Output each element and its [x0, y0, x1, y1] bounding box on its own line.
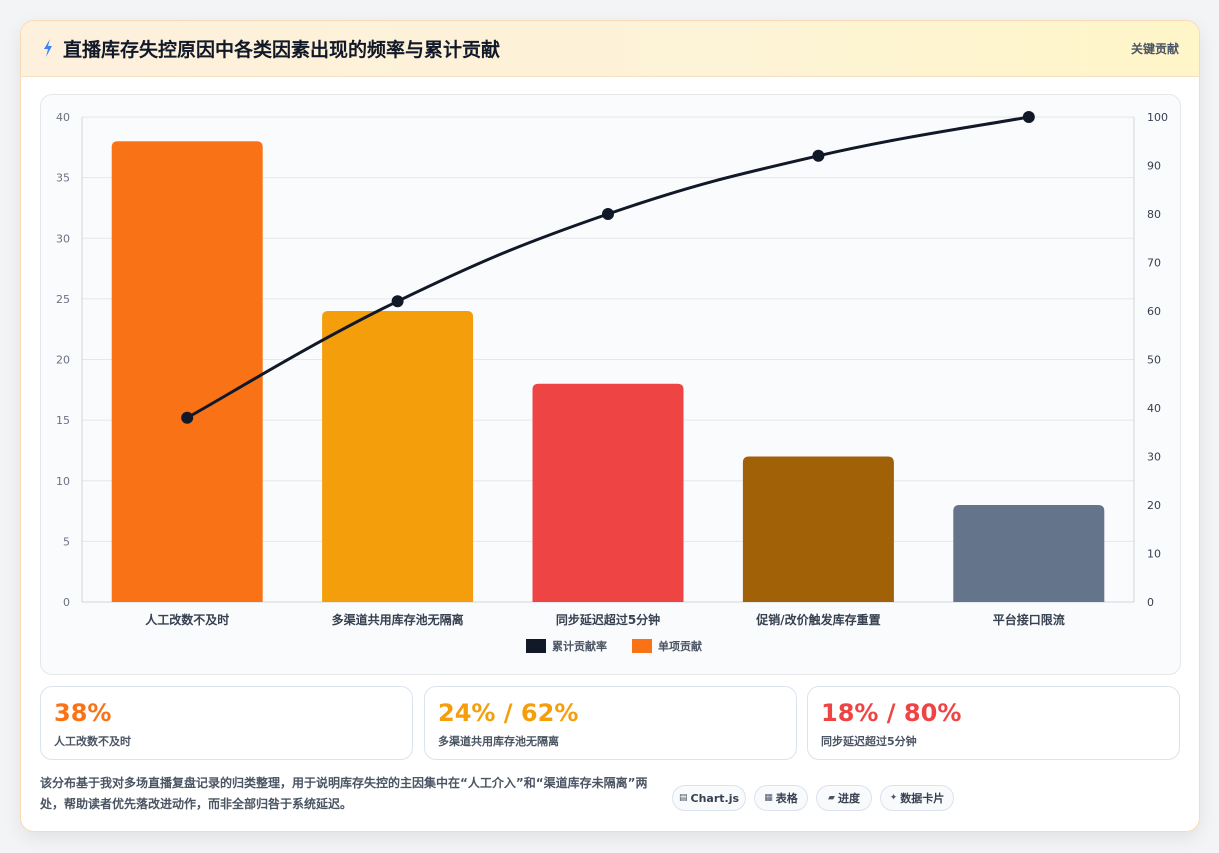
y-tick-label: 0 — [63, 596, 70, 609]
y-tick-label: 10 — [56, 475, 70, 488]
chip-chartjs[interactable]: ▤ Chart.js — [672, 785, 746, 811]
chip-label: Chart.js — [690, 791, 740, 805]
bar[interactable] — [111, 141, 263, 602]
x-category-label: 同步延迟超过5分钟 — [556, 612, 660, 627]
chart-icon: ▤ — [678, 793, 688, 803]
progress-icon: ▰ — [828, 793, 835, 803]
y-tick-label: 20 — [56, 354, 70, 367]
chip-label: 进度 — [837, 792, 860, 805]
x-category-label: 人工改数不及时 — [145, 612, 229, 627]
x-category-label: 平台接口限流 — [993, 612, 1065, 627]
card-header: 直播库存失控原因中各类因素出现的频率与累计贡献 关键贡献 — [21, 21, 1199, 77]
y2-tick-label: 10 — [1147, 548, 1161, 561]
cumulative-line — [186, 115, 1030, 420]
cumulative-point[interactable] — [812, 149, 825, 162]
y-tick-label: 40 — [56, 111, 70, 124]
y2-tick-label: 100 — [1147, 111, 1168, 124]
chart-title: 直播库存失控原因中各类因素出现的频率与累计贡献 — [63, 39, 501, 61]
cumulative-point[interactable] — [602, 208, 614, 220]
stat-label: 同步延迟超过5分钟 — [821, 735, 917, 748]
y-tick-label: 30 — [56, 232, 70, 245]
stat-card: 38% 人工改数不及时 — [40, 686, 413, 760]
table-icon: ▦ — [764, 793, 773, 803]
legend-swatch[interactable] — [526, 639, 546, 653]
stat-value: 24% / 62% — [438, 699, 579, 727]
cumulative-point[interactable] — [181, 411, 194, 424]
stat-value: 38% — [54, 699, 112, 727]
y-tick-label: 35 — [56, 172, 70, 185]
stat-label: 人工改数不及时 — [54, 735, 131, 748]
y-tick-label: 15 — [56, 414, 70, 427]
bar[interactable] — [532, 383, 684, 602]
chip-progress[interactable]: ▰ 进度 — [816, 785, 872, 811]
card-icon: ✦ — [889, 793, 898, 803]
chip-table[interactable]: ▦ 表格 — [754, 785, 808, 811]
legend-label: 单项贡献 — [658, 639, 702, 653]
y2-tick-label: 90 — [1147, 160, 1161, 173]
chip-data-card[interactable]: ✦ 数据卡片 — [880, 785, 954, 811]
legend-label: 累计贡献率 — [552, 639, 607, 653]
bar[interactable] — [953, 505, 1105, 602]
y-tick-label: 5 — [63, 535, 70, 548]
stat-card: 18% / 80% 同步延迟超过5分钟 — [807, 686, 1180, 760]
x-category-label: 多渠道共用库存池无隔离 — [332, 612, 464, 627]
pareto-chart: 0 5 10 15 20 25 30 35 40 0 10 20 30 40 50 60 70 80 90 100 人工… — [56, 111, 1168, 653]
chip-label: 数据卡片 — [900, 792, 945, 805]
y2-tick-label: 60 — [1147, 305, 1161, 318]
footnote: 该分布基于我对多场直播复盘记录的归类整理，用于说明库存失控的主因集中在“人工介入… — [40, 776, 648, 811]
y2-tick-label: 40 — [1147, 402, 1161, 415]
y2-tick-label: 70 — [1147, 257, 1161, 270]
stat-card: 24% / 62% 多渠道共用库存池无隔离 — [424, 686, 797, 760]
chart-panel: 0 5 10 15 20 25 30 35 40 0 10 20 30 40 50 60 70 80 90 100 人工… — [40, 94, 1181, 675]
y2-tick-label: 50 — [1147, 354, 1161, 367]
stat-value: 18% / 80% — [821, 699, 962, 727]
x-category-label: 促销/改价触发库存重置 — [755, 612, 880, 627]
chip-label: 表格 — [775, 792, 798, 805]
y-tick-label: 25 — [56, 293, 70, 306]
bar[interactable] — [322, 311, 474, 602]
cumulative-point[interactable] — [1022, 111, 1035, 123]
lightning-icon — [44, 39, 52, 57]
y2-tick-label: 20 — [1147, 499, 1161, 512]
header-tag[interactable]: 关键贡献 — [1130, 42, 1179, 56]
y2-tick-label: 80 — [1147, 208, 1161, 221]
y2-tick-label: 30 — [1147, 451, 1161, 464]
cumulative-point[interactable] — [391, 295, 404, 308]
legend-swatch[interactable] — [632, 639, 652, 653]
bar[interactable] — [742, 456, 894, 603]
y2-tick-label: 0 — [1147, 596, 1154, 609]
stat-label: 多渠道共用库存池无隔离 — [438, 735, 559, 748]
chart-card: 直播库存失控原因中各类因素出现的频率与累计贡献 关键贡献 0 5 10 15 20 25 3… — [20, 20, 1200, 832]
